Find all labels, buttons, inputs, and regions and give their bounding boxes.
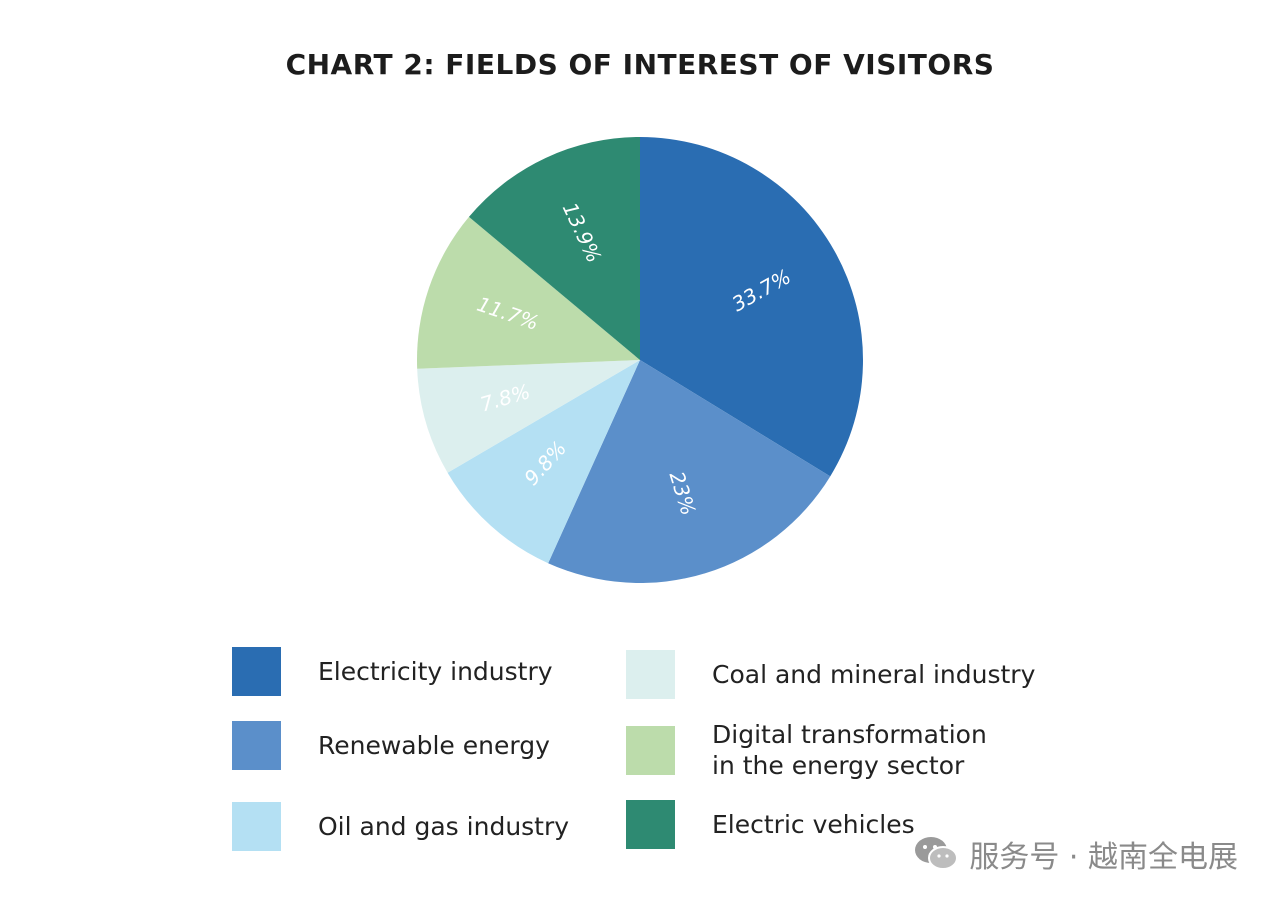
legend-item-digital: Digital transformation in the energy sec… xyxy=(626,719,987,781)
legend-label-electricity: Electricity industry xyxy=(318,657,553,686)
legend-label-renewable: Renewable energy xyxy=(318,731,550,760)
pie-slice-ev xyxy=(468,137,640,360)
legend-swatch-renewable xyxy=(232,721,281,770)
legend-item-ev: Electric vehicles xyxy=(626,800,915,849)
legend-label-digital: Digital transformation in the energy sec… xyxy=(712,720,987,780)
legend-item-oil-gas: Oil and gas industry xyxy=(232,802,569,851)
legend-label-ev: Electric vehicles xyxy=(712,810,915,839)
legend-swatch-coal-mineral xyxy=(626,650,675,699)
legend-item-electricity: Electricity industry xyxy=(232,647,553,696)
chart-title: CHART 2: FIELDS OF INTEREST OF VISITORS xyxy=(285,48,995,81)
pie-slice-digital xyxy=(417,216,640,369)
pie-slice-oil-gas xyxy=(447,360,640,564)
pie-slice-renewable xyxy=(548,360,831,584)
pie-chart: 33.7%23%9.8%7.8%11.7%13.9% xyxy=(417,137,864,584)
watermark-text: 服务号 · 越南全电展 xyxy=(969,840,1238,875)
pie-slice-electricity xyxy=(640,137,864,477)
legend-swatch-oil-gas xyxy=(232,802,281,851)
watermark: 服务号 · 越南全电展 xyxy=(913,832,1238,876)
legend-item-coal-mineral: Coal and mineral industry xyxy=(626,650,1035,699)
legend-label-oil-gas: Oil and gas industry xyxy=(318,812,570,841)
pie-slice-coal-mineral xyxy=(417,360,640,473)
legend-swatch-electricity xyxy=(232,647,281,696)
legend-swatch-digital xyxy=(626,725,675,775)
wechat-icon xyxy=(915,837,959,870)
legend-label-coal-mineral: Coal and mineral industry xyxy=(712,660,1036,689)
legend-swatch-ev xyxy=(626,800,675,849)
legend-item-renewable: Renewable energy xyxy=(232,721,550,770)
